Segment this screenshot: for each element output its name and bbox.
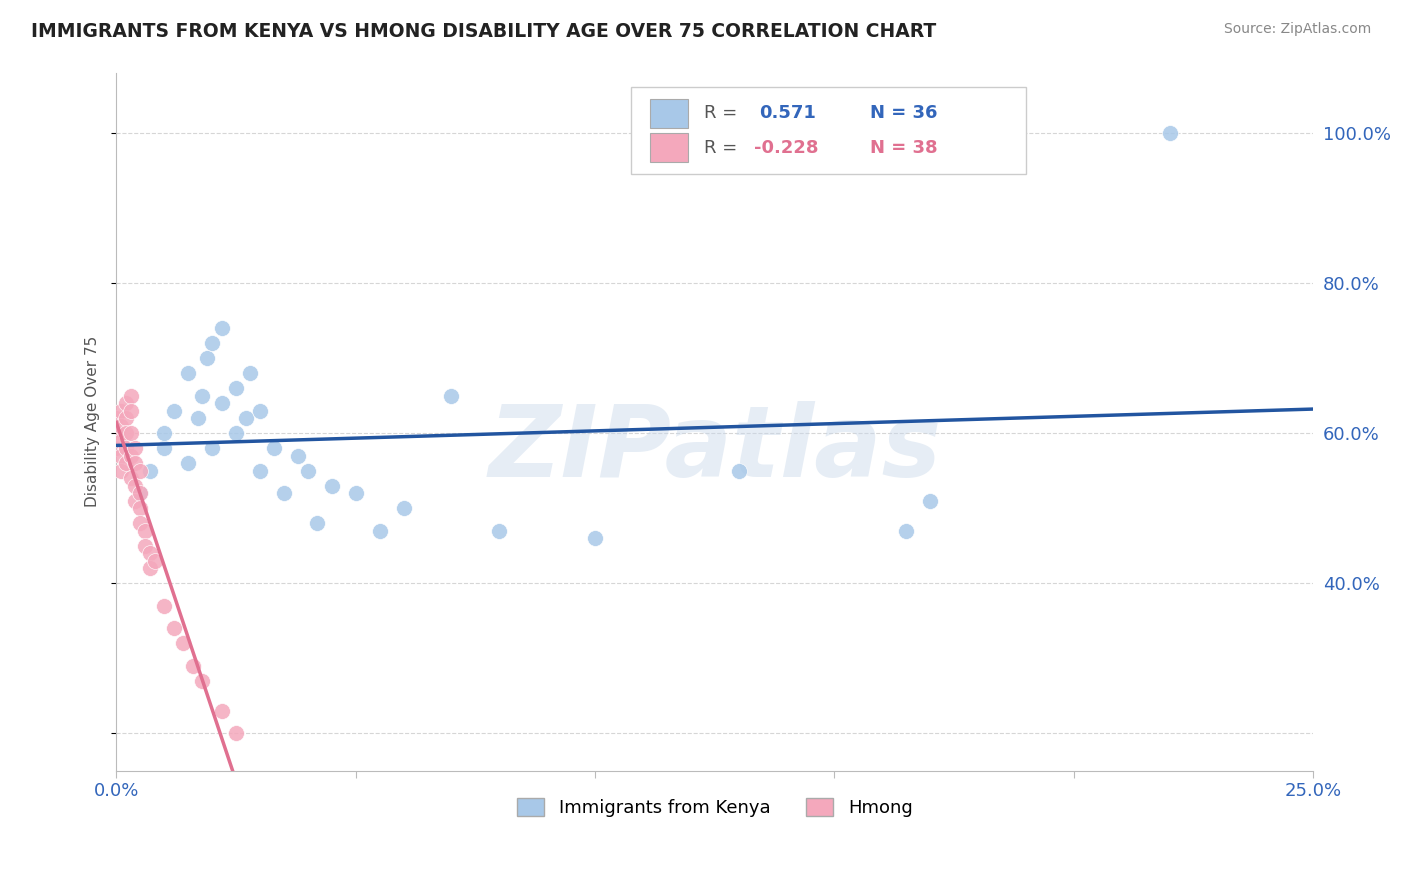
Point — [139, 561, 162, 575]
Point — [105, 426, 128, 441]
FancyBboxPatch shape — [631, 87, 1026, 174]
FancyBboxPatch shape — [650, 133, 689, 162]
Point — [896, 524, 918, 538]
Point — [153, 426, 176, 441]
Text: Source: ZipAtlas.com: Source: ZipAtlas.com — [1223, 22, 1371, 37]
Y-axis label: Disability Age Over 75: Disability Age Over 75 — [86, 336, 100, 508]
Point — [124, 456, 146, 470]
Point — [172, 636, 194, 650]
Text: 0.571: 0.571 — [759, 104, 815, 122]
Point — [177, 366, 200, 380]
Point — [129, 464, 152, 478]
Point — [727, 464, 749, 478]
Point — [129, 516, 152, 530]
Point — [139, 546, 162, 560]
Point — [134, 539, 156, 553]
Point — [920, 493, 942, 508]
Point — [249, 464, 271, 478]
Point — [273, 486, 295, 500]
Point — [115, 426, 138, 441]
Point — [110, 434, 132, 448]
Point — [181, 658, 204, 673]
Legend: Immigrants from Kenya, Hmong: Immigrants from Kenya, Hmong — [510, 790, 920, 824]
Point — [129, 486, 152, 500]
Point — [225, 726, 247, 740]
Point — [211, 704, 233, 718]
Point — [191, 673, 214, 688]
Text: N = 36: N = 36 — [870, 104, 938, 122]
Text: R =: R = — [704, 138, 742, 157]
Point — [129, 501, 152, 516]
Point — [110, 464, 132, 478]
Point — [263, 441, 285, 455]
Point — [110, 403, 132, 417]
Point — [287, 449, 309, 463]
Point — [110, 449, 132, 463]
Point — [307, 516, 329, 530]
Point — [110, 418, 132, 433]
Point — [163, 403, 186, 417]
Point — [1159, 126, 1181, 140]
Point — [120, 388, 142, 402]
Point — [124, 478, 146, 492]
Text: -0.228: -0.228 — [754, 138, 818, 157]
Text: IMMIGRANTS FROM KENYA VS HMONG DISABILITY AGE OVER 75 CORRELATION CHART: IMMIGRANTS FROM KENYA VS HMONG DISABILIT… — [31, 22, 936, 41]
Point — [211, 321, 233, 335]
Point — [440, 388, 463, 402]
Point — [120, 471, 142, 485]
Point — [115, 456, 138, 470]
Point — [195, 351, 218, 365]
Text: N = 38: N = 38 — [870, 138, 938, 157]
Point — [120, 403, 142, 417]
Point — [392, 501, 415, 516]
Point — [105, 411, 128, 425]
Point — [177, 456, 200, 470]
Point — [120, 449, 142, 463]
Point — [225, 426, 247, 441]
Point — [235, 411, 257, 425]
Point — [124, 493, 146, 508]
Point — [321, 478, 343, 492]
Point — [191, 388, 214, 402]
Point — [124, 441, 146, 455]
FancyBboxPatch shape — [650, 99, 689, 128]
Point — [115, 396, 138, 410]
Text: R =: R = — [704, 104, 742, 122]
Point — [239, 366, 262, 380]
Point — [139, 464, 162, 478]
Point — [143, 554, 166, 568]
Point — [583, 531, 606, 545]
Point — [201, 441, 224, 455]
Point — [211, 396, 233, 410]
Point — [115, 441, 138, 455]
Text: ZIPatlas: ZIPatlas — [488, 401, 942, 499]
Point — [249, 403, 271, 417]
Point — [187, 411, 209, 425]
Point — [488, 524, 510, 538]
Point — [201, 336, 224, 351]
Point — [105, 441, 128, 455]
Point — [153, 441, 176, 455]
Point — [344, 486, 367, 500]
Point — [153, 599, 176, 613]
Point — [120, 426, 142, 441]
Point — [225, 381, 247, 395]
Point — [163, 621, 186, 635]
Point — [368, 524, 391, 538]
Point — [129, 486, 152, 500]
Point — [297, 464, 319, 478]
Point — [115, 411, 138, 425]
Point — [134, 524, 156, 538]
